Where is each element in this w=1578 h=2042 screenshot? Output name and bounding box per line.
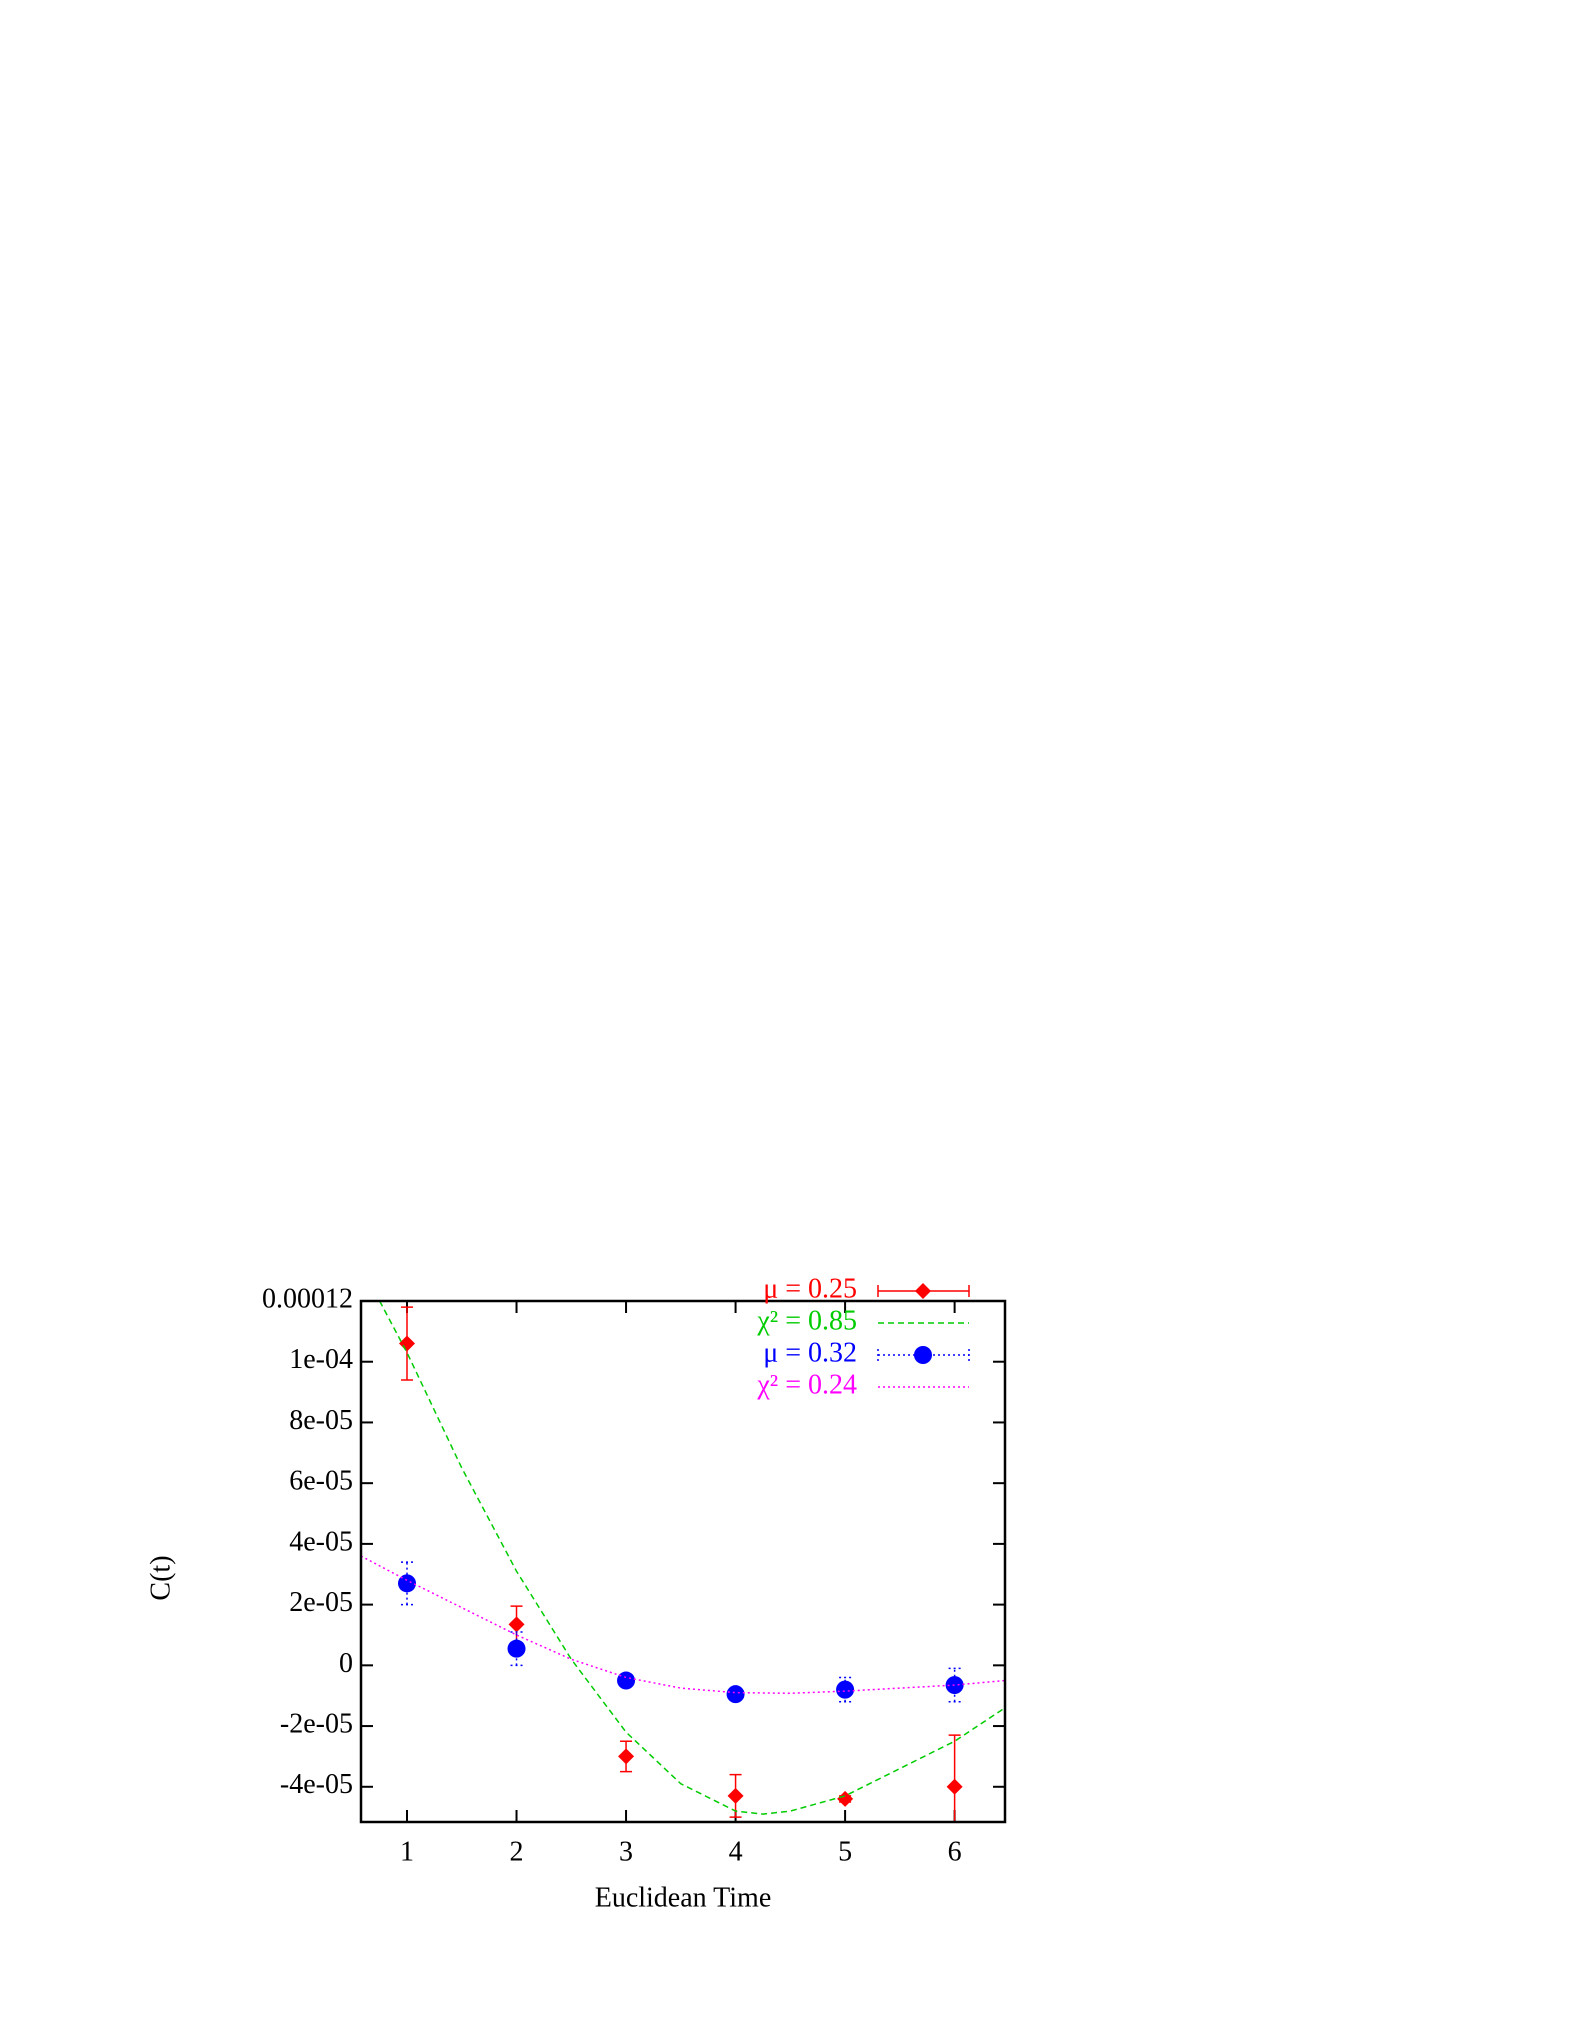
plot-frame — [359, 1299, 1007, 1824]
fit-curve — [361, 1555, 1005, 1695]
legend-label: μ = 0.32 — [763, 1337, 857, 1368]
y-tick-label: -4e-05 — [280, 1769, 353, 1800]
legend-marker — [915, 1283, 931, 1299]
x-axis-label: Euclidean Time — [595, 1882, 772, 1913]
marker — [946, 1778, 963, 1795]
y-tick-label: 1e-04 — [289, 1344, 353, 1375]
marker — [399, 1335, 415, 1352]
fit-curve — [378, 1301, 1005, 1815]
plot-area — [361, 1301, 1005, 1822]
marker — [398, 1574, 416, 1593]
marker — [945, 1676, 964, 1695]
marker — [507, 1639, 526, 1658]
marker — [508, 1616, 525, 1633]
x-tick-label: 4 — [729, 1836, 743, 1867]
marker — [727, 1787, 744, 1804]
y-tick-label: 8e-05 — [289, 1405, 353, 1436]
y-tick-label: -2e-05 — [280, 1708, 353, 1739]
x-tick-label: 2 — [510, 1836, 524, 1867]
y-tick-label: 0 — [339, 1648, 353, 1679]
y-axis-label: C(t) — [145, 1555, 176, 1600]
marker — [836, 1680, 855, 1699]
x-tick-label: 5 — [838, 1836, 852, 1867]
marker — [837, 1790, 854, 1807]
y-tick-label: 2e-05 — [289, 1587, 353, 1618]
marker — [618, 1748, 635, 1765]
x-tick-label: 6 — [948, 1836, 962, 1867]
x-tick-label: 3 — [619, 1836, 633, 1867]
marker — [617, 1671, 636, 1690]
y-tick-label: 6e-05 — [289, 1466, 353, 1497]
marker — [726, 1685, 745, 1704]
y-tick-label: 4e-05 — [289, 1526, 353, 1557]
legend-marker — [914, 1346, 932, 1364]
legend-label: χ² = 0.85 — [756, 1305, 857, 1336]
y-tick-label: 0.00012 — [262, 1283, 353, 1314]
legend-label: χ² = 0.24 — [756, 1369, 857, 1400]
legend-label: μ = 0.25 — [763, 1273, 857, 1304]
x-tick-label: 1 — [400, 1836, 414, 1867]
